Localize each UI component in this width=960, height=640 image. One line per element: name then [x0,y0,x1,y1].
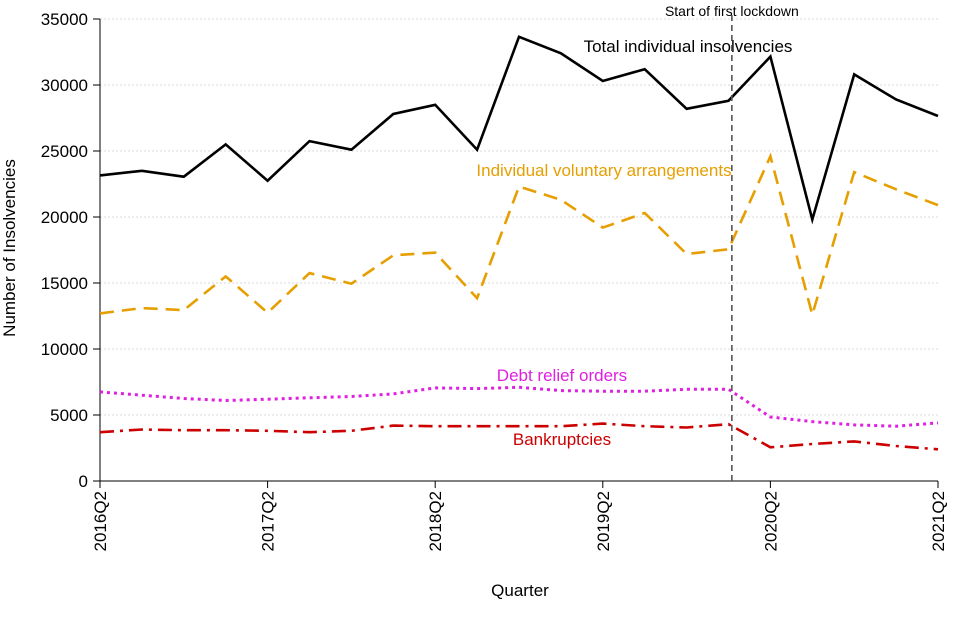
y-tick-label: 0 [79,472,88,491]
series-line-bankruptcies [99,422,939,451]
series-lines [99,35,939,451]
lockdown-label: Start of first lockdown [665,3,799,19]
x-axis-title: Quarter [491,581,549,600]
x-tick-label: 2018Q2 [426,491,445,552]
axes: 0 5000 10000 15000 20000 25000 30000 35000 2016Q… [41,10,948,552]
y-tick-label: 15000 [41,274,88,293]
x-tick-label: 2021Q2 [929,491,948,552]
x-tick-label: 2016Q2 [91,491,110,552]
x-tick-label: 2019Q2 [594,491,613,552]
y-tick-label: 10000 [41,340,88,359]
series-labels: Total individual insolvencies Individual … [476,37,792,449]
y-tick-label: 5000 [50,406,88,425]
y-axis-title: Number of Insolvencies [0,159,19,337]
series-line-total-individual-insolvencies [99,35,939,225]
x-tick-label: 2017Q2 [259,491,278,552]
series-label: Total individual insolvencies [584,37,793,56]
y-tick-label: 35000 [41,10,88,29]
series-label: Individual voluntary arrangements [476,161,731,180]
series-line-debt-relief-orders [99,385,939,428]
y-tick-label: 30000 [41,76,88,95]
y-tick-label: 25000 [41,142,88,161]
lockdown-annotation: Start of first lockdown [665,3,799,481]
x-tick-label: 2020Q2 [761,491,780,552]
series-label: Debt relief orders [497,366,627,385]
series-label: Bankruptcies [513,430,611,449]
y-tick-label: 20000 [41,208,88,227]
series-line-individual-voluntary-arrangements [99,152,939,320]
